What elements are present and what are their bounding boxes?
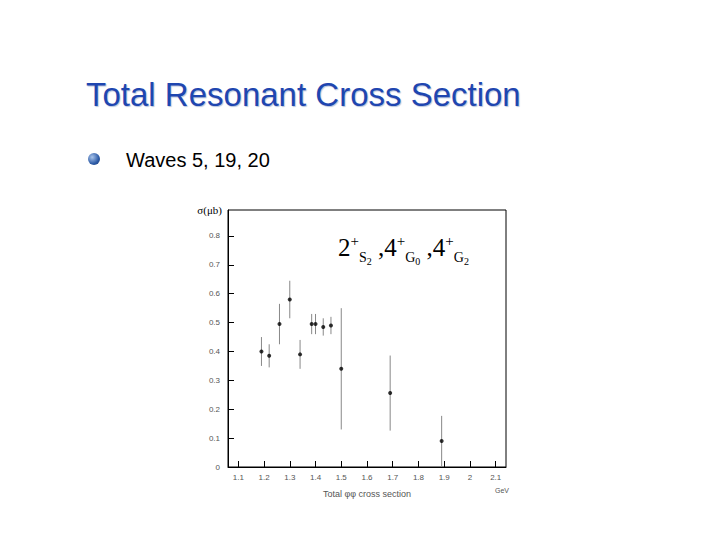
svg-text:1.5: 1.5 (336, 473, 348, 482)
svg-text:0.1: 0.1 (209, 434, 221, 443)
svg-text:1.7: 1.7 (387, 473, 399, 482)
svg-text:1.9: 1.9 (439, 473, 451, 482)
html-text:Waves 5, 19, 20: Waves 5, 19, 20 (126, 149, 270, 171)
svg-text:0.4: 0.4 (209, 347, 221, 356)
svg-text:Total φφ cross section: Total φφ cross section (323, 489, 411, 499)
svg-text:0.6: 0.6 (209, 289, 221, 298)
svg-text:0.8: 0.8 (209, 231, 221, 240)
svg-text:1.3: 1.3 (284, 473, 296, 482)
svg-text:2.1: 2.1 (490, 473, 502, 482)
html-text:,4+: ,4+ (371, 233, 406, 261)
html-text:G2: G2 (453, 250, 469, 267)
svg-text:1.2: 1.2 (258, 473, 270, 482)
svg-text:σ(μb): σ(μb) (197, 204, 222, 217)
html-text:,4+: ,4+ (420, 233, 454, 261)
svg-text:2: 2 (468, 473, 473, 482)
svg-text:0.5: 0.5 (209, 318, 221, 327)
html-text:2+: 2+ (338, 233, 359, 261)
svg-text:GeV: GeV (495, 487, 509, 494)
svg-text:0.3: 0.3 (209, 376, 221, 385)
svg-text:1.6: 1.6 (361, 473, 373, 482)
svg-text:0.7: 0.7 (209, 260, 221, 269)
svg-text:1.4: 1.4 (310, 473, 322, 482)
html-text:G0: G0 (405, 250, 421, 267)
html-text:S2: S2 (359, 250, 372, 267)
html-text:Total Resonant Cross Section: Total Resonant Cross Section (86, 76, 521, 113)
svg-text:1.8: 1.8 (413, 473, 425, 482)
svg-text:0: 0 (216, 463, 221, 472)
svg-text:0.2: 0.2 (209, 405, 221, 414)
svg-text:1.1: 1.1 (233, 473, 245, 482)
